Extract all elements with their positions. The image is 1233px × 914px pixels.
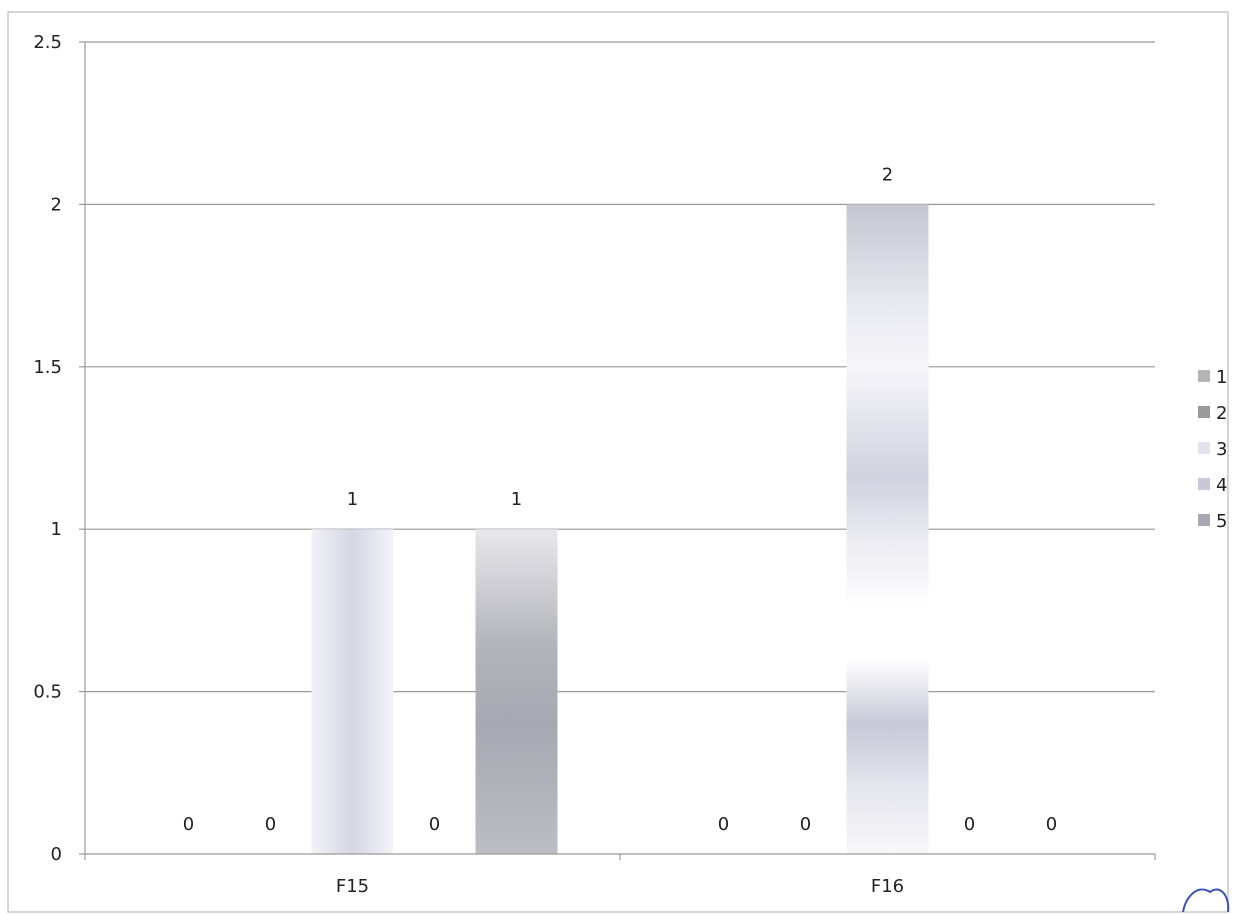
legend-label: 3	[1216, 439, 1227, 460]
data-label: 0	[800, 814, 811, 835]
y-tick-label: 2.5	[33, 32, 62, 53]
bar-F15-series-5	[475, 529, 558, 854]
y-tick-label: 1	[51, 519, 62, 540]
gridlines	[85, 41, 1155, 693]
legend-label: 5	[1216, 511, 1227, 532]
chart-frame	[7, 11, 1229, 913]
legend-swatch-3	[1198, 442, 1210, 454]
data-label: 0	[1046, 814, 1057, 835]
legend-swatch-4	[1198, 478, 1210, 490]
y-tick-label: 0	[51, 844, 62, 865]
data-label: 0	[183, 814, 194, 835]
legend-swatch-2	[1198, 406, 1210, 418]
legend-label: 2	[1216, 403, 1227, 424]
x-category-label: F15	[336, 876, 369, 897]
y-tick-label: 1.5	[33, 357, 62, 378]
data-label: 1	[511, 489, 522, 510]
legend-label: 1	[1216, 367, 1227, 388]
data-label: 0	[718, 814, 729, 835]
y-tick-label: 2	[51, 194, 62, 215]
data-label: 0	[964, 814, 975, 835]
legend-swatch-1	[1198, 370, 1210, 382]
data-label: 2	[882, 164, 893, 185]
bar-F15-series-3	[311, 529, 394, 854]
x-category-label: F16	[871, 876, 904, 897]
pen-scribble-icon	[1182, 888, 1230, 913]
y-tick-label: 0.5	[33, 682, 62, 703]
y-axis-tick-labels: 0 0.5 1 1.5 2 2.5	[33, 32, 85, 865]
legend-label: 4	[1216, 475, 1227, 496]
legend: 1 2 3 4 5	[1198, 367, 1227, 532]
x-axis: F15 F16	[84, 42, 1156, 897]
data-label: 0	[429, 814, 440, 835]
data-labels: 0 0 1 0 1 0 0 2 0 0	[183, 164, 1057, 835]
data-label: 1	[347, 489, 358, 510]
legend-swatch-5	[1198, 514, 1210, 526]
bars	[311, 204, 929, 854]
data-label: 0	[265, 814, 276, 835]
bar-F16-series-3	[846, 204, 929, 854]
